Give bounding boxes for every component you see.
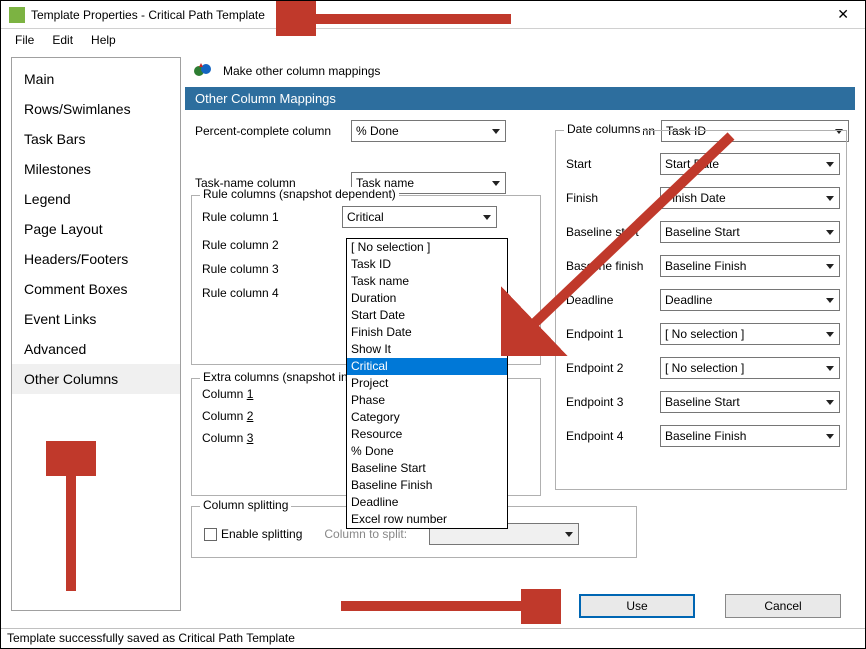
e1-combo[interactable]: [ No selection ] xyxy=(660,323,840,345)
c1-label: Column 1 xyxy=(202,387,342,401)
app-icon xyxy=(9,7,25,23)
dropdown-option[interactable]: Phase xyxy=(347,392,507,409)
dropdown-option[interactable]: % Done xyxy=(347,443,507,460)
dropdown-option[interactable]: Category xyxy=(347,409,507,426)
dropdown-option[interactable]: Finish Date xyxy=(347,324,507,341)
start-combo[interactable]: Start Date xyxy=(660,153,840,175)
rc1-label: Rule column 1 xyxy=(202,210,342,224)
dropdown-option[interactable]: Deadline xyxy=(347,494,507,511)
pct-label: Percent-complete column xyxy=(195,124,351,138)
c3-label: Column 3 xyxy=(202,431,342,445)
dl-label: Deadline xyxy=(566,293,660,307)
rc4-label: Rule column 4 xyxy=(202,286,342,300)
window-title: Template Properties - Critical Path Temp… xyxy=(31,8,829,22)
c2-label: Column 2 xyxy=(202,409,342,423)
nav-eventlinks[interactable]: Event Links xyxy=(12,304,180,334)
rule-legend: Rule columns (snapshot dependent) xyxy=(200,187,399,201)
titlebar: Template Properties - Critical Path Temp… xyxy=(1,1,865,29)
dropdown-option[interactable]: Baseline Finish xyxy=(347,477,507,494)
bs-combo[interactable]: Baseline Start xyxy=(660,221,840,243)
use-button[interactable]: Use xyxy=(579,594,695,618)
dropdown-option[interactable]: Resource xyxy=(347,426,507,443)
menu-bar: File Edit Help xyxy=(1,29,865,51)
e3-combo[interactable]: Baseline Start xyxy=(660,391,840,413)
e2-combo[interactable]: [ No selection ] xyxy=(660,357,840,379)
dropdown-option[interactable]: [ No selection ] xyxy=(347,239,507,256)
dropdown-option[interactable]: Show It xyxy=(347,341,507,358)
bf-label: Baseline finish xyxy=(566,259,660,273)
rc1-combo[interactable]: Critical xyxy=(342,206,497,228)
dropdown-option[interactable]: Start Date xyxy=(347,307,507,324)
pct-combo[interactable]: % Done xyxy=(351,120,506,142)
dropdown-option[interactable]: Baseline Start xyxy=(347,460,507,477)
section-banner: Other Column Mappings xyxy=(185,87,855,110)
split-legend: Column splitting xyxy=(200,498,291,512)
cancel-button[interactable]: Cancel xyxy=(725,594,841,618)
dropdown-option[interactable]: Critical xyxy=(347,358,507,375)
nav-pagelayout[interactable]: Page Layout xyxy=(12,214,180,244)
wizard-icon xyxy=(193,61,213,81)
content-panel: Make other column mappings Other Column … xyxy=(185,57,855,611)
start-label: Start xyxy=(566,157,660,171)
dropdown-option[interactable]: Task name xyxy=(347,273,507,290)
dropdown-option[interactable]: Task ID xyxy=(347,256,507,273)
finish-combo[interactable]: Finish Date xyxy=(660,187,840,209)
split-col-label: Column to split: xyxy=(324,527,407,541)
enable-split-checkbox[interactable]: Enable splitting xyxy=(204,527,302,541)
nav-taskbars[interactable]: Task Bars xyxy=(12,124,180,154)
finish-label: Finish xyxy=(566,191,660,205)
menu-edit[interactable]: Edit xyxy=(52,33,73,47)
menu-help[interactable]: Help xyxy=(91,33,116,47)
date-legend: Date columns xyxy=(564,122,643,136)
dropdown-option[interactable]: Excel row number xyxy=(347,511,507,528)
e2-label: Endpoint 2 xyxy=(566,361,660,375)
dl-combo[interactable]: Deadline xyxy=(660,289,840,311)
nav-advanced[interactable]: Advanced xyxy=(12,334,180,364)
nav-main[interactable]: Main xyxy=(12,64,180,94)
bs-label: Baseline start xyxy=(566,225,660,239)
rc3-label: Rule column 3 xyxy=(202,262,342,276)
rc2-label: Rule column 2 xyxy=(202,238,342,252)
e3-label: Endpoint 3 xyxy=(566,395,660,409)
nav-othercolumns[interactable]: Other Columns xyxy=(12,364,180,394)
e1-label: Endpoint 1 xyxy=(566,327,660,341)
e4-label: Endpoint 4 xyxy=(566,429,660,443)
menu-file[interactable]: File xyxy=(15,33,34,47)
nav-milestones[interactable]: Milestones xyxy=(12,154,180,184)
rc1-dropdown-list[interactable]: [ No selection ]Task IDTask nameDuration… xyxy=(346,238,508,529)
status-bar: Template successfully saved as Critical … xyxy=(1,628,865,648)
nav-legend[interactable]: Legend xyxy=(12,184,180,214)
dropdown-option[interactable]: Project xyxy=(347,375,507,392)
e4-combo[interactable]: Baseline Finish xyxy=(660,425,840,447)
page-title: Make other column mappings xyxy=(223,64,380,78)
nav-comments[interactable]: Comment Boxes xyxy=(12,274,180,304)
nav-rows[interactable]: Rows/Swimlanes xyxy=(12,94,180,124)
date-columns-group: Date columns StartStart Date FinishFinis… xyxy=(555,130,847,490)
close-icon[interactable]: ✕ xyxy=(829,6,857,23)
nav-panel: Main Rows/Swimlanes Task Bars Milestones… xyxy=(11,57,181,611)
nav-headers[interactable]: Headers/Footers xyxy=(12,244,180,274)
bf-combo[interactable]: Baseline Finish xyxy=(660,255,840,277)
dropdown-option[interactable]: Duration xyxy=(347,290,507,307)
